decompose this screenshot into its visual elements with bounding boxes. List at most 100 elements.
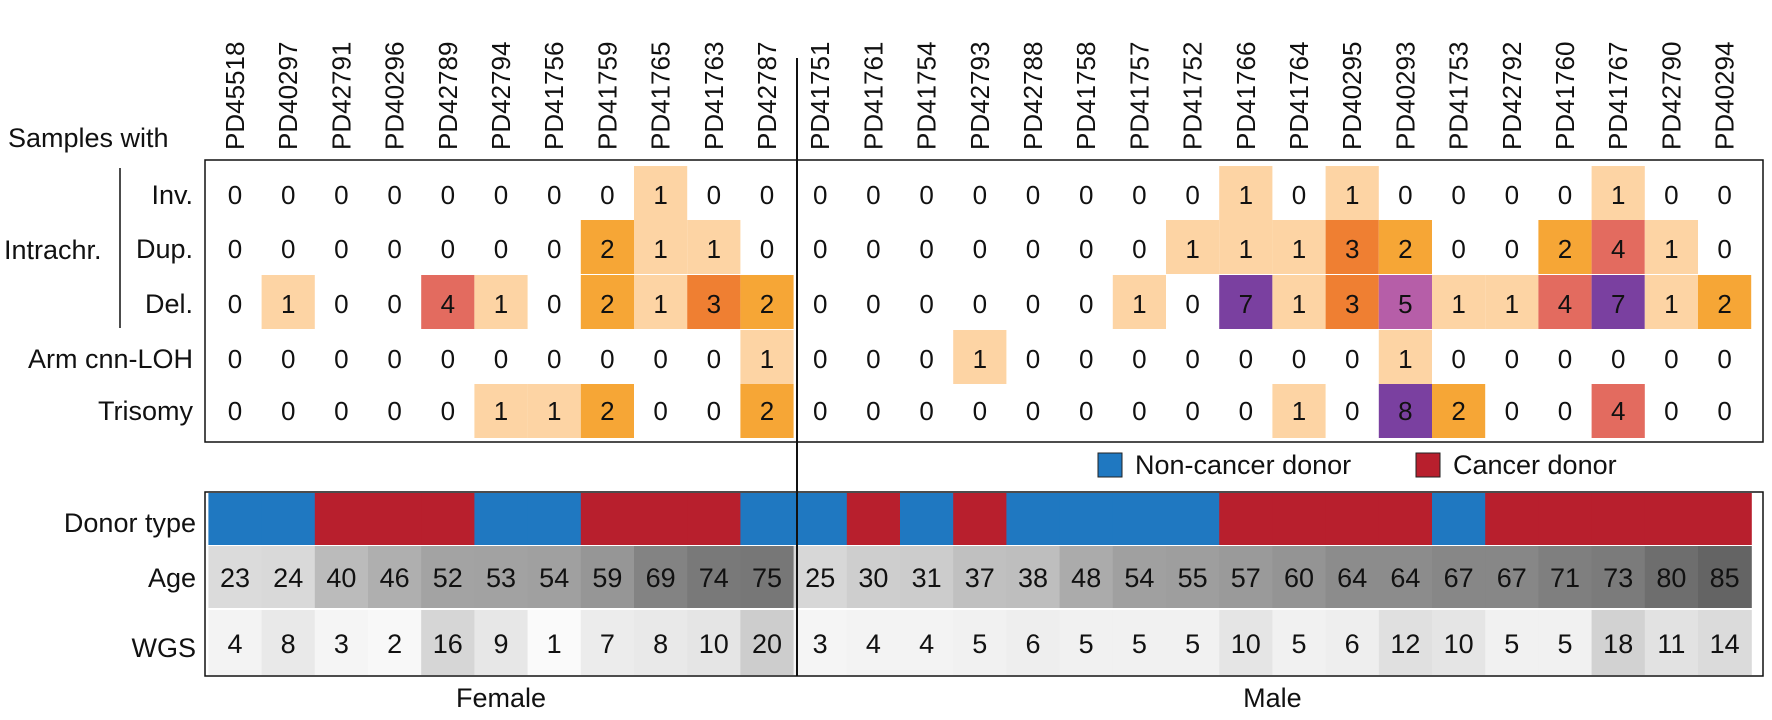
- legend-swatch-non: [1097, 452, 1123, 478]
- wgs-cell: [1059, 610, 1114, 675]
- sample-name-label: PD41764: [1284, 42, 1314, 150]
- event-count-cell: [1378, 330, 1432, 384]
- event-count-cell: [1112, 275, 1166, 329]
- donor-type-cell: [1272, 493, 1327, 545]
- event-count-cell: [1538, 220, 1592, 274]
- age-value: 67: [1497, 563, 1527, 593]
- event-count-cell: [1378, 384, 1432, 438]
- sample-name-label: PD40293: [1390, 42, 1420, 150]
- wgs-value: 4: [227, 629, 242, 659]
- event-count-value: 0: [1558, 396, 1572, 426]
- event-count-cell: [421, 275, 475, 329]
- event-count-value: 0: [1079, 289, 1093, 319]
- wgs-cell: [580, 610, 635, 675]
- event-count-value: 0: [387, 396, 401, 426]
- age-cell: [793, 546, 848, 608]
- event-count-value: 1: [653, 234, 667, 264]
- event-count-value: 1: [1292, 396, 1306, 426]
- event-count-value: 0: [1505, 234, 1519, 264]
- wgs-value: 10: [1444, 629, 1474, 659]
- sample-name-label: PD41767: [1603, 42, 1633, 150]
- event-count-value: 0: [1292, 180, 1306, 210]
- event-count-value: 0: [1079, 180, 1093, 210]
- wgs-value: 9: [493, 629, 508, 659]
- wgs-value: 10: [699, 629, 729, 659]
- event-count-value: 1: [1611, 180, 1625, 210]
- event-count-value: 0: [973, 234, 987, 264]
- sample-name-label: PD41758: [1071, 42, 1101, 150]
- wgs-value: 5: [1291, 629, 1306, 659]
- age-value: 80: [1656, 563, 1686, 593]
- event-count-value: 0: [1505, 344, 1519, 374]
- sample-name-label: PD40296: [380, 42, 410, 150]
- event-count-value: 0: [973, 180, 987, 210]
- event-count-value: 0: [1026, 396, 1040, 426]
- age-value: 46: [380, 563, 410, 593]
- event-count-value: 0: [1451, 234, 1465, 264]
- event-count-cell: [580, 384, 634, 438]
- wgs-cell: [1325, 610, 1380, 675]
- event-count-value: 0: [707, 344, 721, 374]
- wgs-cell: [474, 610, 529, 675]
- event-row-label: Arm cnn-LOH: [28, 344, 193, 374]
- event-count-value: 0: [1079, 344, 1093, 374]
- wgs-value: 5: [1504, 629, 1519, 659]
- wgs-cell: [314, 610, 369, 675]
- event-count-cell: [1485, 275, 1539, 329]
- donor-type-cell: [1219, 493, 1273, 545]
- age-cell: [1166, 546, 1220, 608]
- age-cell: [740, 546, 795, 608]
- wgs-cell: [687, 610, 741, 675]
- sample-name-label: PD41756: [539, 42, 569, 150]
- wgs-value: 8: [653, 629, 668, 659]
- age-cell: [1538, 546, 1593, 608]
- wgs-value: 8: [281, 629, 296, 659]
- age-cell: [421, 546, 475, 608]
- event-count-value: 2: [600, 234, 614, 264]
- event-count-value: 0: [387, 344, 401, 374]
- age-cell: [1485, 546, 1539, 608]
- donor-type-cell: [580, 493, 635, 545]
- sample-name-label: PD41766: [1231, 42, 1261, 150]
- donor-panel-border: [204, 491, 1764, 677]
- wgs-cell: [527, 610, 582, 675]
- event-row-label: Dup.: [136, 234, 193, 264]
- event-count-value: 0: [387, 289, 401, 319]
- event-count-value: 0: [334, 234, 348, 264]
- event-count-value: 0: [1026, 180, 1040, 210]
- donor-type-cell: [1059, 493, 1114, 545]
- event-count-value: 1: [1505, 289, 1519, 319]
- event-count-value: 0: [707, 180, 721, 210]
- age-cell: [527, 546, 582, 608]
- event-count-value: 0: [547, 289, 561, 319]
- wgs-cell: [740, 610, 795, 675]
- event-count-cell: [634, 275, 688, 329]
- event-count-cell: [1591, 220, 1645, 274]
- event-count-value: 4: [441, 289, 455, 319]
- age-cell: [368, 546, 422, 608]
- event-count-value: 0: [813, 180, 827, 210]
- event-count-value: 0: [866, 344, 880, 374]
- donor-type-cell: [474, 493, 529, 545]
- event-count-value: 1: [281, 289, 295, 319]
- event-count-value: 0: [228, 396, 242, 426]
- event-count-value: 0: [1611, 344, 1625, 374]
- event-count-value: 0: [1185, 289, 1199, 319]
- event-count-value: 2: [600, 289, 614, 319]
- event-count-cell: [1219, 275, 1273, 329]
- event-count-value: 0: [228, 180, 242, 210]
- donor-type-cell: [900, 493, 954, 545]
- wgs-cell: [953, 610, 1007, 675]
- wgs-value: 20: [752, 629, 782, 659]
- event-count-cell: [1272, 384, 1326, 438]
- event-count-value: 1: [547, 396, 561, 426]
- wgs-cell: [1698, 610, 1752, 675]
- event-count-value: 0: [1292, 344, 1306, 374]
- event-count-value: 0: [547, 234, 561, 264]
- legend: Non-cancer donor Cancer donor: [1097, 450, 1617, 480]
- event-count-cell: [1644, 220, 1698, 274]
- wgs-value: 5: [1557, 629, 1572, 659]
- event-count-value: 1: [1132, 289, 1146, 319]
- event-count-value: 0: [1132, 344, 1146, 374]
- sample-name-label: PD41757: [1124, 42, 1154, 150]
